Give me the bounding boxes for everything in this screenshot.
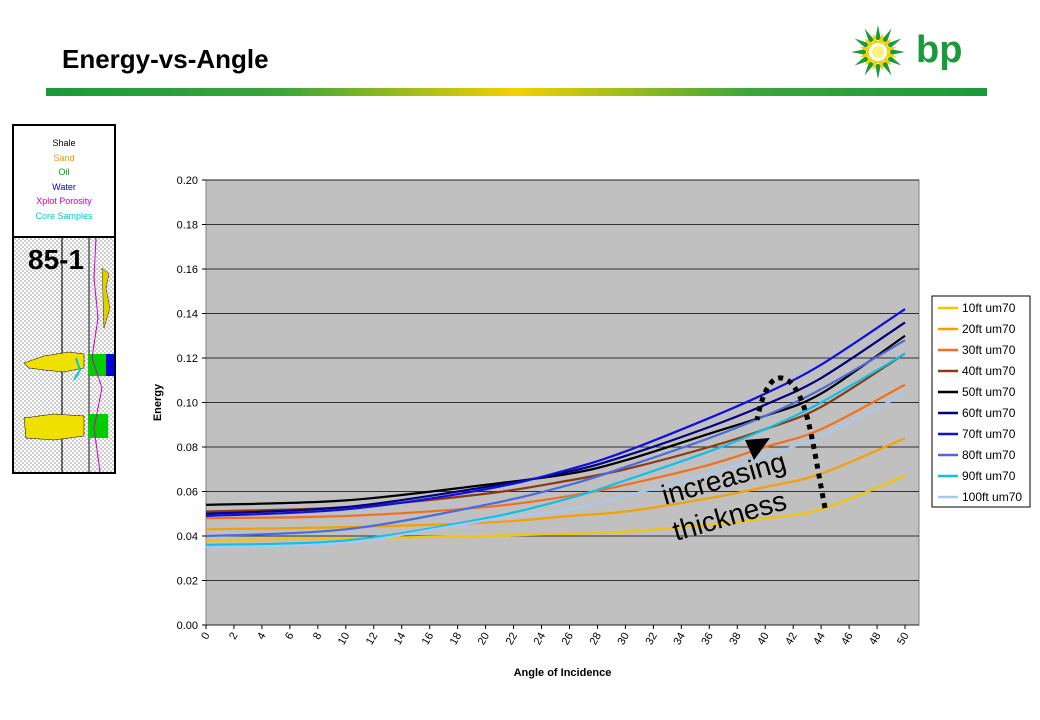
- bp-logo: bp: [851, 25, 962, 79]
- x-tick-label: 32: [643, 631, 660, 648]
- legend-label: 90ft um70: [962, 469, 1016, 483]
- y-axis-title: Energy: [152, 383, 164, 421]
- x-tick-label: 10: [336, 631, 353, 648]
- legend-label: 10ft um70: [962, 301, 1016, 315]
- y-tick-label: 0.10: [177, 398, 198, 410]
- chart-legend: [931, 295, 1031, 508]
- x-tick-label: 44: [811, 631, 828, 648]
- well-log-legend: Shale Sand Oil Water Xplot Porosity Core Samp…: [14, 136, 114, 224]
- series-line: [205, 352, 906, 546]
- well-log-panel: Shale Sand Oil Water Xplot Porosity Core Samp…: [12, 124, 116, 474]
- x-tick-label: 4: [255, 631, 268, 642]
- y-tick-label: 0.18: [177, 220, 198, 232]
- title-divider: [46, 88, 987, 96]
- x-tick-label: 38: [727, 631, 744, 648]
- x-tick-label: 40: [755, 631, 772, 648]
- helios-icon: [851, 25, 905, 79]
- slide-title: Energy-vs-Angle: [62, 44, 269, 74]
- x-tick-label: 16: [420, 631, 437, 648]
- legend-label: 20ft um70: [962, 322, 1016, 336]
- x-tick-label: 12: [364, 631, 381, 648]
- x-tick-label: 24: [532, 631, 549, 648]
- series-line: [205, 334, 906, 506]
- well-legend-item: Xplot Porosity: [36, 196, 92, 207]
- y-tick-label: 0.08: [177, 442, 198, 454]
- well-legend-item: Sand: [53, 152, 75, 163]
- y-tick-label: 0.04: [177, 531, 198, 543]
- x-tick-label: 48: [867, 631, 884, 648]
- y-tick-label: 0.16: [177, 264, 198, 276]
- x-tick-label: 8: [311, 631, 324, 642]
- well-legend-item: Oil: [58, 167, 70, 178]
- legend-label: 50ft um70: [962, 385, 1016, 399]
- series-line: [205, 321, 906, 515]
- series-line: [205, 308, 906, 518]
- legend-label: 60ft um70: [962, 406, 1016, 420]
- x-tick-label: 50: [895, 631, 912, 648]
- legend-label: 70ft um70: [962, 427, 1016, 441]
- y-tick-label: 0.20: [177, 175, 198, 187]
- x-tick-label: 26: [560, 631, 577, 648]
- arrowhead-icon: [745, 438, 770, 460]
- x-axis-title: Angle of Incidence: [514, 667, 612, 679]
- legend-label: 80ft um70: [962, 448, 1016, 462]
- y-tick-label: 0.02: [177, 576, 198, 588]
- x-tick-label: 42: [783, 631, 800, 648]
- y-tick-label: 0.00: [177, 620, 198, 632]
- well-log-track: 85-1: [14, 236, 114, 474]
- x-tick-label: 14: [392, 631, 409, 648]
- well-legend-item: Core Samples: [35, 210, 93, 221]
- x-tick-label: 6: [283, 631, 296, 642]
- y-tick-label: 0.12: [177, 353, 198, 365]
- y-tick-label: 0.06: [177, 487, 198, 499]
- series-line: [205, 437, 906, 531]
- x-tick-label: 2: [227, 631, 240, 642]
- well-legend-item: Shale: [52, 138, 76, 148]
- well-log-graphic: [14, 237, 114, 473]
- x-tick-label: 20: [476, 631, 493, 648]
- series-line: [205, 392, 906, 549]
- x-tick-label: 46: [839, 631, 856, 648]
- legend-label: 30ft um70: [962, 343, 1016, 357]
- well-legend-item: Water: [52, 181, 76, 192]
- well-name: 85-1: [28, 244, 85, 275]
- legend-label: 100ft um70: [962, 490, 1022, 504]
- x-tick-label: 22: [504, 631, 521, 648]
- series-line: [205, 383, 906, 520]
- x-tick-label: 18: [448, 631, 465, 648]
- annotation-dotted-arrow: [754, 375, 828, 509]
- x-tick-label: 0: [199, 631, 212, 642]
- series-line: [205, 474, 906, 542]
- x-tick-label: 34: [671, 631, 688, 648]
- x-tick-label: 28: [588, 631, 605, 648]
- y-tick-label: 0.14: [177, 309, 198, 321]
- bp-wordmark: bp: [916, 29, 962, 71]
- x-tick-label: 30: [615, 631, 632, 648]
- legend-label: 40ft um70: [962, 364, 1016, 378]
- x-tick-label: 36: [699, 631, 716, 648]
